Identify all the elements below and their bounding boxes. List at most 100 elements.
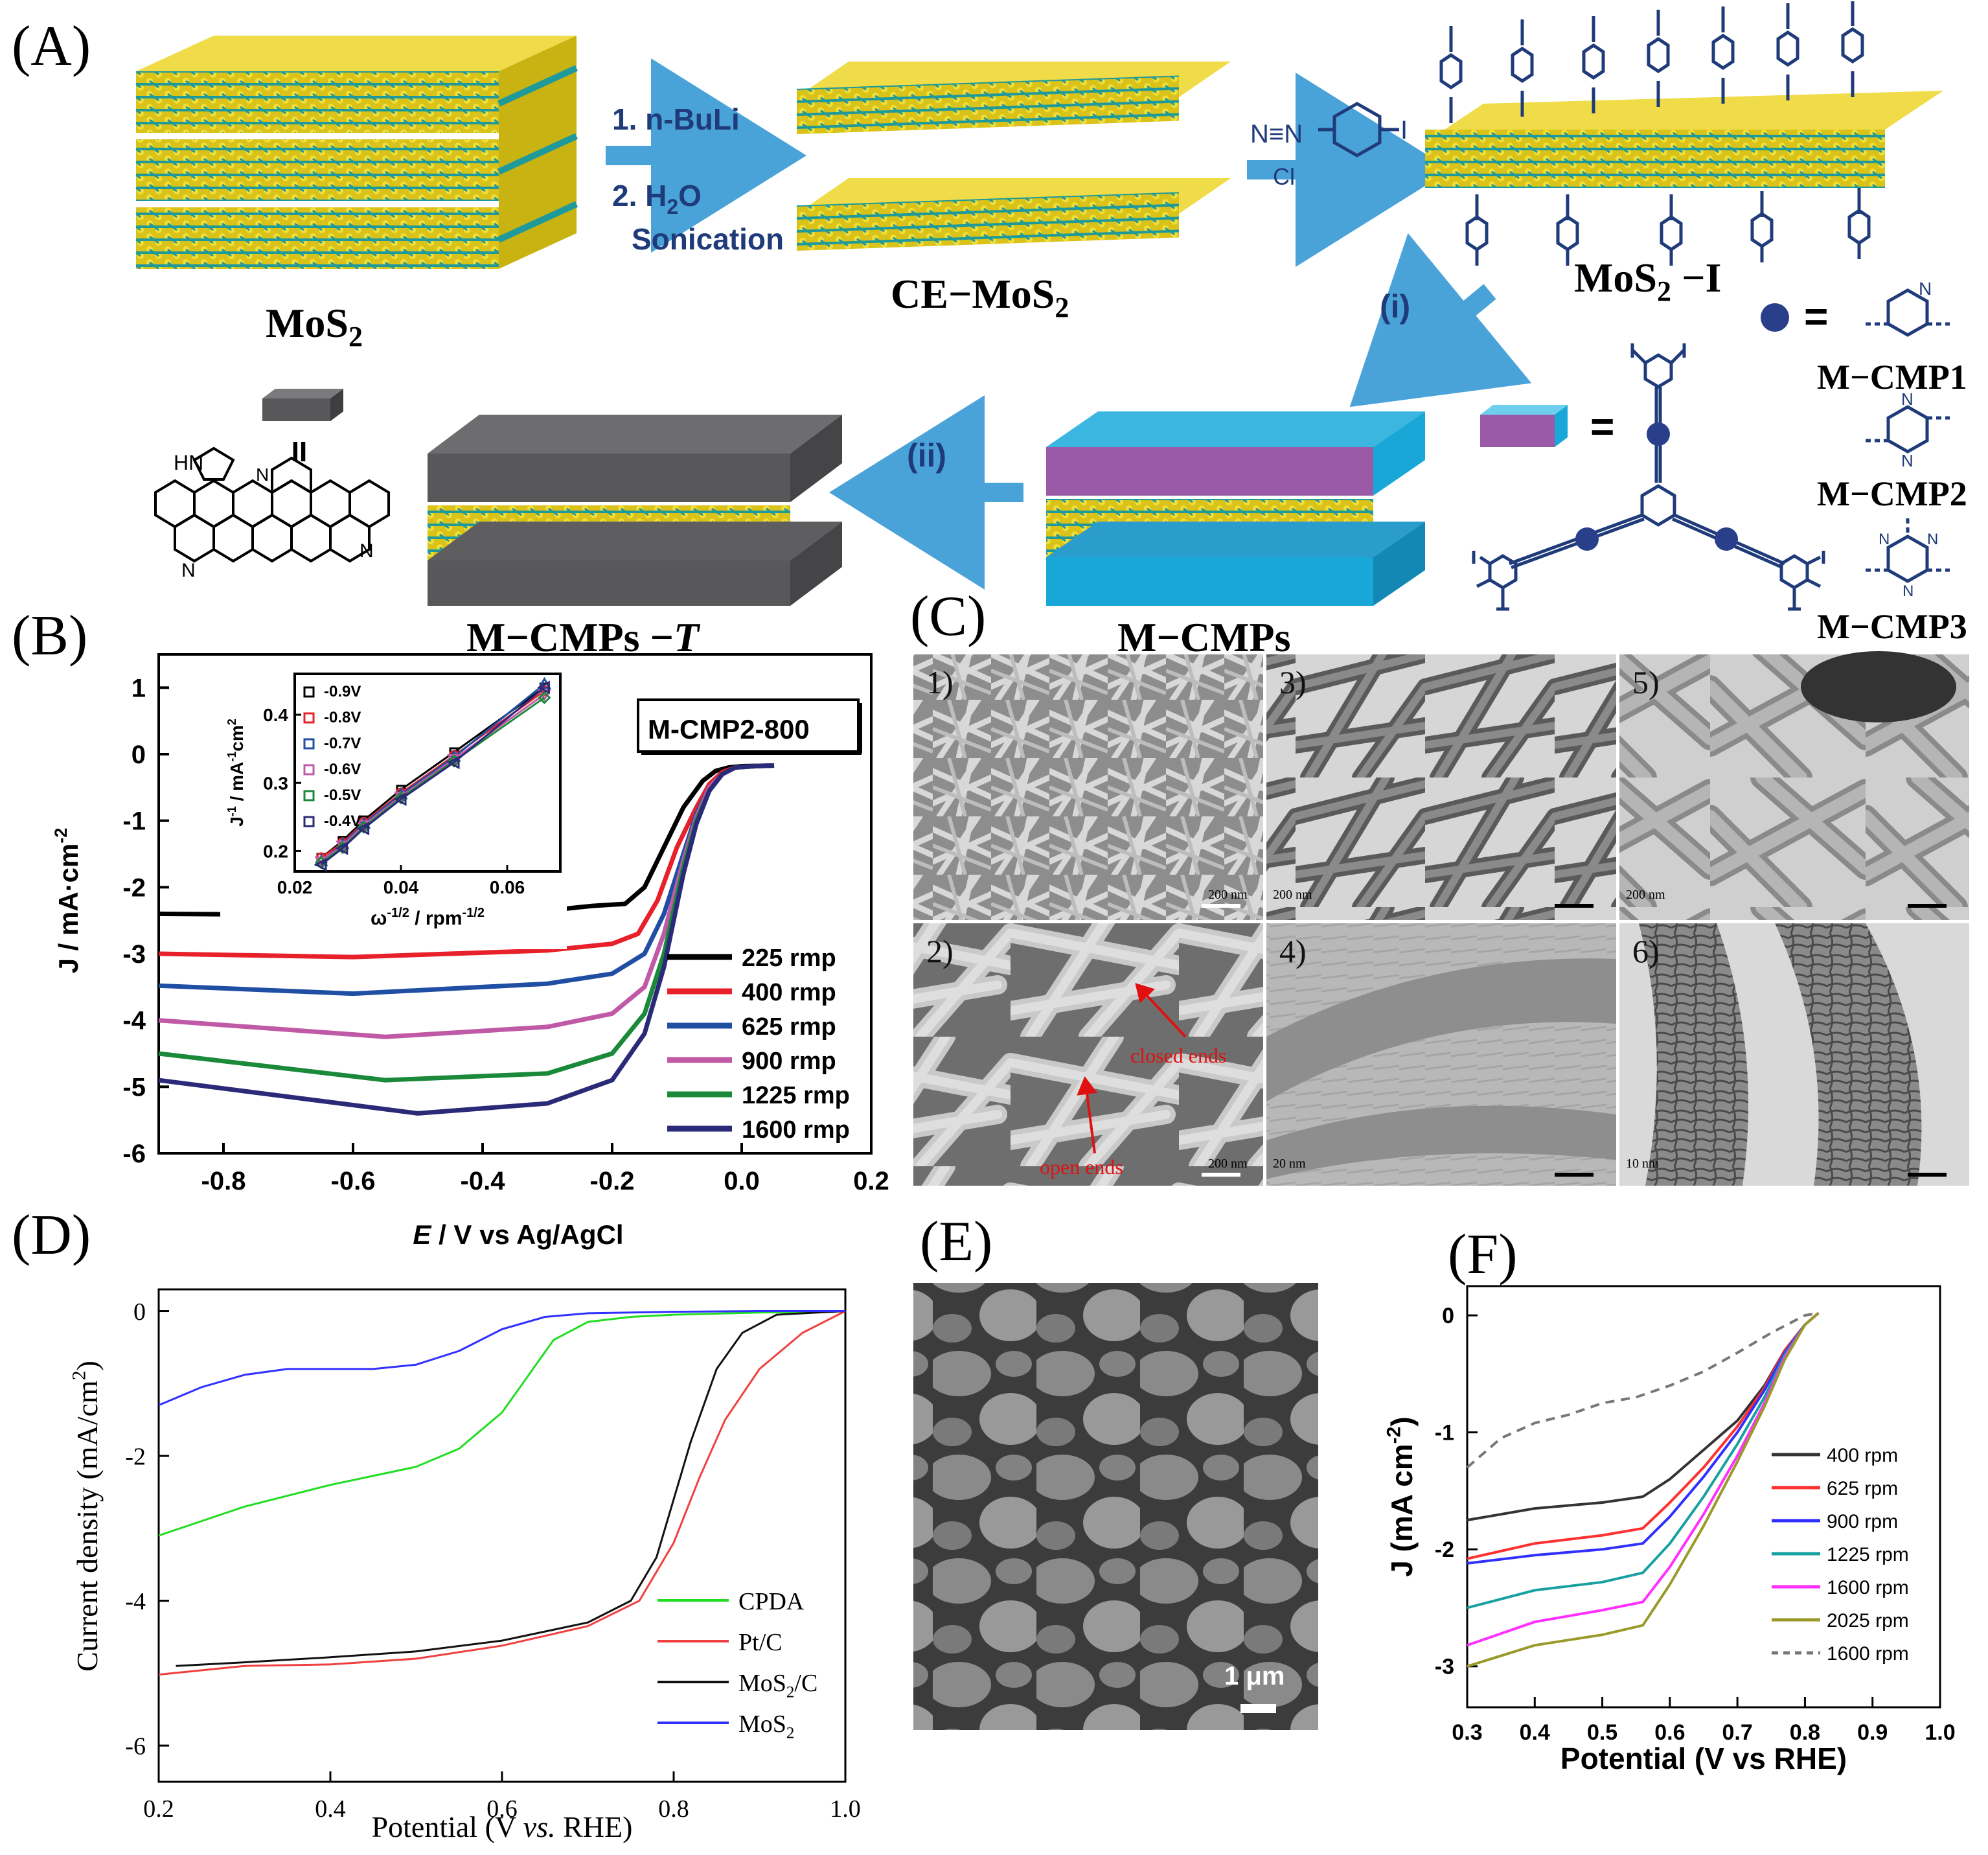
x-tick-label: 0.5 <box>1587 1720 1617 1745</box>
plot-frame <box>157 1288 847 1783</box>
scale-label: 200 nm <box>1273 888 1312 902</box>
y-tick-label: -1 <box>122 807 146 836</box>
m-cmps-sandwich <box>1046 411 1425 606</box>
x-tick-label: 0.2 <box>143 1795 174 1823</box>
step-i-arrow <box>1349 233 1532 408</box>
inset-x-axis-label-part: ω <box>371 908 387 929</box>
x-axis-label-part: Potential (V <box>372 1810 523 1843</box>
legend-label: 1225 rpm <box>1827 1544 1909 1565</box>
panel-d: (D) 0.2 0.4 0.6 0.8 1.0 0 -2 -4 -6 Potential (V v… <box>12 1204 861 1843</box>
y-axis-label-part: Current density (mA/cm <box>71 1380 104 1672</box>
x-tick-label: -0.8 <box>201 1167 246 1195</box>
y-axis-label: J / mA·cm-2 <box>51 828 84 974</box>
x-tick-label: 1.0 <box>1925 1720 1955 1745</box>
m-cmp1-label: M−CMP1 <box>1817 358 1967 397</box>
inset-y-axis-label-part: / mA <box>227 762 247 806</box>
mos2-label: MoS2 <box>266 300 363 352</box>
scale-label: 20 nm <box>1273 1157 1306 1171</box>
legend-label: 625 rpm <box>1827 1478 1898 1499</box>
svg-text:N: N <box>181 560 196 581</box>
scale-label-e: 1 μm <box>1224 1662 1285 1690</box>
scale-label: 200 nm <box>1208 1157 1248 1171</box>
series-line <box>158 763 775 1116</box>
inset-y-axis-label-part: 2 <box>225 719 238 725</box>
y-tick-label: -3 <box>1435 1655 1454 1679</box>
y-axis-label-part: J (mA cm <box>1385 1444 1419 1576</box>
legend-label: 400 rmp <box>742 979 836 1006</box>
chart-b-box-label: M-CMP2-800 <box>648 714 810 744</box>
micrograph-number: 1) <box>926 664 954 700</box>
inset-point <box>538 691 551 704</box>
y-tick-label: 1 <box>131 674 146 702</box>
x-tick-label: 0.8 <box>1790 1720 1820 1745</box>
y-axis-label-part: ) <box>71 1361 104 1370</box>
sphere-equals: = <box>1804 293 1828 340</box>
series-line <box>1466 1311 1819 1469</box>
y-tick-label: -6 <box>125 1733 146 1760</box>
mos2-i-label: MoS2 −I <box>1574 255 1721 307</box>
y-tick-label: 0 <box>131 741 146 769</box>
x-axis-label-part: Potential (V vs RHE) <box>1560 1742 1847 1775</box>
series-line <box>158 1310 846 1676</box>
x-tick-label: 1.0 <box>830 1795 861 1823</box>
network-sphere-top <box>1647 422 1670 446</box>
micrograph-labels: 1) 200 nm 3) 200 nm 5) 200 nm 2) 200 nm 4) 20 nm 6… <box>926 664 1947 1177</box>
inset-y-axis-label-part: J <box>227 816 247 827</box>
y-tick-label: -5 <box>122 1073 146 1101</box>
svg-text:N: N <box>1919 279 1932 299</box>
plot-frame <box>1466 1285 1941 1709</box>
svg-text:N: N <box>256 465 269 485</box>
inset-point <box>393 792 407 807</box>
open-ends-arrow <box>1077 1076 1097 1154</box>
panel-d-label: (D) <box>12 1204 91 1267</box>
svg-text:N: N <box>1901 451 1914 470</box>
y-axis-label-part: -2 <box>51 828 71 844</box>
svg-text:N≡N: N≡N <box>1250 120 1303 148</box>
micrograph-4-tube-wall <box>1266 958 1616 1101</box>
y-tick-label: 0 <box>1442 1304 1454 1328</box>
legend-label-part: Pt/C <box>738 1629 783 1656</box>
svg-text:HN: HN <box>174 451 203 474</box>
inset-x-axis-label-part: -1/2 <box>463 906 485 920</box>
nitrogen-doped-carbon-structure: HN N N N <box>154 446 390 581</box>
inset-legend-label: -0.7V <box>324 735 361 752</box>
open-ends-label: open ends <box>1040 1155 1123 1179</box>
x-tick-label: 0.0 <box>724 1167 760 1195</box>
scale-label: 200 nm <box>1626 888 1665 902</box>
svg-text:N: N <box>1927 531 1938 548</box>
y-axis-label-part: ) <box>1385 1416 1419 1426</box>
panel-e: (E) 1 μm <box>913 1210 1318 1730</box>
y-tick-label: -3 <box>122 940 146 969</box>
inset-x-tick-label: 0.04 <box>383 877 419 897</box>
micrograph-number: 6) <box>1632 933 1660 969</box>
pyrazine-structure: N N <box>1866 389 1950 470</box>
legend-label-part: MoS <box>738 1711 786 1738</box>
x-axis-label-part: vs. <box>523 1810 556 1843</box>
inset-legend-label: -0.8V <box>324 709 361 726</box>
inset-legend-marker <box>303 686 315 698</box>
sem-micrograph-e <box>913 1283 1318 1730</box>
x-tick-label: 0.7 <box>1722 1720 1753 1745</box>
series-line <box>1467 1311 1820 1565</box>
series-line <box>176 1310 846 1667</box>
micrograph-4-tube-wall-lower <box>1266 1105 1616 1179</box>
cmp-layer-symbol <box>1480 405 1568 447</box>
svg-text:N: N <box>1879 531 1890 548</box>
layer-equals: = <box>1590 403 1614 450</box>
chart-b-box: M-CMP2-800 <box>637 698 862 755</box>
step-ii-label: (ii) <box>907 437 946 474</box>
y-axis-label-part: J / mA·cm <box>53 844 84 974</box>
m-cmps-label: M−CMPs <box>1117 614 1291 660</box>
inset-x-tick-label: 0.06 <box>490 877 525 897</box>
x-tick-label: 0.6 <box>486 1795 518 1823</box>
micrograph-number: 2) <box>926 933 954 969</box>
series-line <box>158 1310 846 1537</box>
ce-mos2-sheets <box>797 62 1231 251</box>
panel-e-label: (E) <box>920 1210 992 1273</box>
svg-text:N: N <box>360 540 374 562</box>
y-axis-label: J (mA cm-2) <box>1384 1416 1419 1576</box>
scale-label: 10 nm <box>1626 1157 1659 1171</box>
chart-d: 0.2 0.4 0.6 0.8 1.0 0 -2 -4 -6 Potential (V vs. R… <box>69 1288 861 1843</box>
y-tick-label: -4 <box>125 1588 146 1615</box>
scale-label: 200 nm <box>1208 888 1248 902</box>
